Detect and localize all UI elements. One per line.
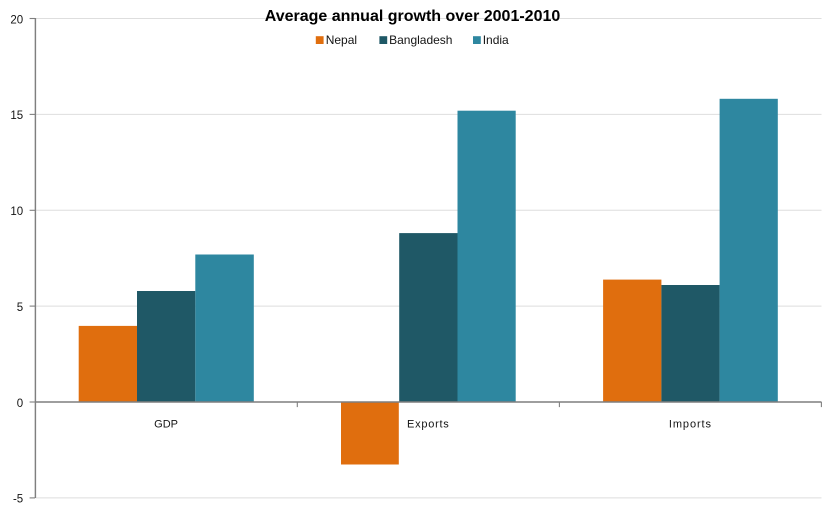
svg-text:GDP: GDP: [154, 419, 178, 431]
svg-text:Exports: Exports: [407, 419, 450, 431]
svg-text:20: 20: [10, 14, 23, 26]
svg-text:-5: -5: [13, 494, 23, 506]
svg-text:Imports: Imports: [669, 419, 712, 431]
svg-text:Bangladesh: Bangladesh: [389, 33, 452, 47]
svg-text:10: 10: [10, 206, 23, 218]
svg-text:Nepal: Nepal: [326, 33, 357, 47]
svg-text:India: India: [483, 33, 509, 47]
svg-text:0: 0: [17, 398, 23, 410]
svg-text:5: 5: [17, 302, 23, 314]
svg-text:Average annual growth over 200: Average annual growth over 2001-2010: [265, 8, 561, 25]
svg-text:15: 15: [10, 110, 23, 122]
